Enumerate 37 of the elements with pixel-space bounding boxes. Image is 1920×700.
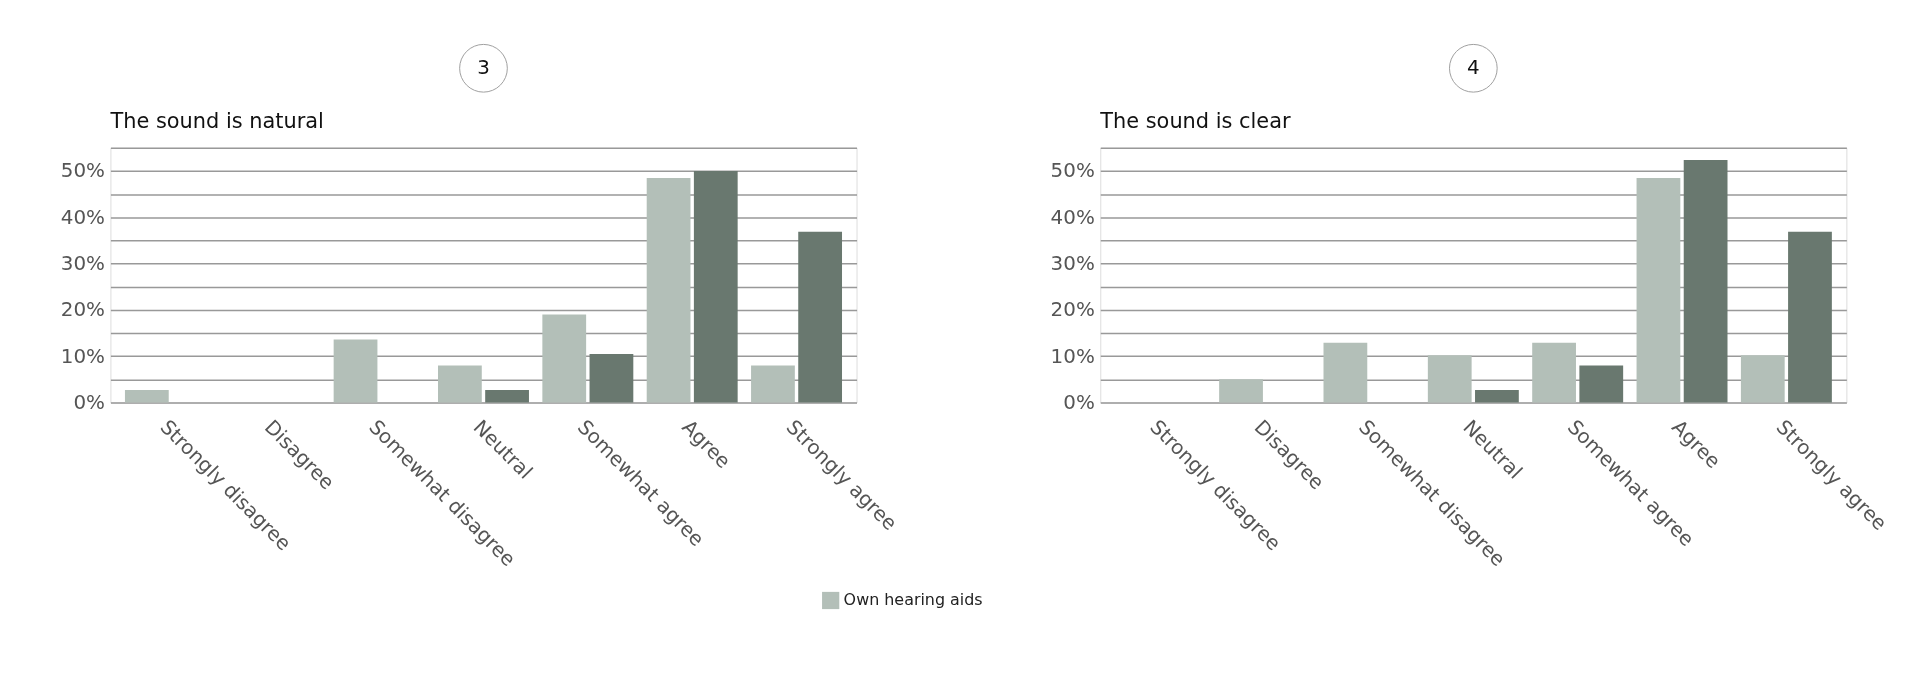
y-tick-label: 20% xyxy=(60,298,105,322)
bar xyxy=(124,390,169,403)
y-tick-label: 30% xyxy=(60,252,105,276)
bar xyxy=(1636,177,1681,403)
bar xyxy=(1579,365,1624,403)
bar xyxy=(1323,342,1368,403)
bar xyxy=(1475,390,1519,403)
bar xyxy=(1532,342,1576,403)
bar xyxy=(1788,231,1832,403)
chart-title: The sound is clear xyxy=(1099,108,1291,133)
chart-title: The sound is natural xyxy=(109,108,324,133)
bar xyxy=(1740,355,1785,403)
bar xyxy=(646,177,691,403)
bar xyxy=(1427,355,1472,403)
bar xyxy=(333,339,378,403)
text: 4 xyxy=(1467,56,1480,80)
bar xyxy=(798,231,843,403)
y-tick-label: 10% xyxy=(60,344,105,368)
y-tick-label: 40% xyxy=(60,205,105,229)
legend-label: Own hearing aids xyxy=(843,590,983,610)
y-tick-label: 0% xyxy=(1063,390,1095,414)
bar xyxy=(542,314,587,403)
y-tick-label: 10% xyxy=(1050,344,1095,368)
bar xyxy=(1219,379,1263,403)
text: 3 xyxy=(477,56,490,80)
y-tick-label: 50% xyxy=(60,159,105,183)
y-tick-label: 30% xyxy=(1050,252,1095,276)
bar xyxy=(485,390,529,403)
bar xyxy=(589,353,634,403)
y-tick-label: 40% xyxy=(1050,205,1095,229)
y-tick-label: 50% xyxy=(1050,159,1095,183)
y-tick-label: 0% xyxy=(73,390,105,414)
bar xyxy=(1683,159,1728,403)
bar xyxy=(693,171,738,403)
bar xyxy=(438,365,482,403)
bar xyxy=(751,365,795,403)
y-tick-label: 20% xyxy=(1050,298,1095,322)
